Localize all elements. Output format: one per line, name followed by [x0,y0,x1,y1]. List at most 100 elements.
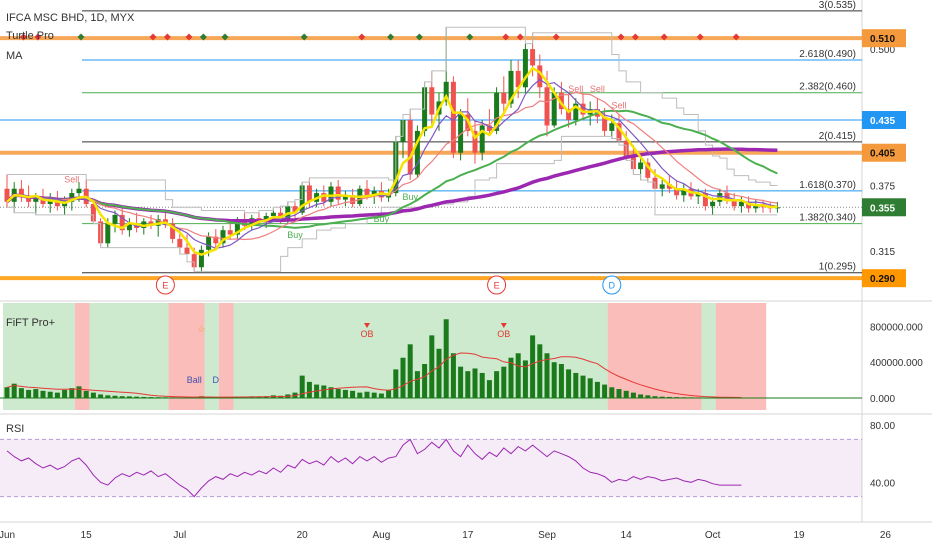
volume-bar [11,383,17,398]
price-tick-label: 0.500 [870,45,895,56]
turtle-diamond-marker [300,33,308,41]
candle-body [407,120,413,175]
turtle-diamond-marker [631,33,639,41]
volume-bar [494,371,500,398]
volume-bar [630,392,636,398]
volume-bar [328,387,334,398]
volume-zone [204,303,219,410]
volume-bar [112,395,118,398]
turtle-diamond-marker [732,33,740,41]
volume-bar [638,394,644,398]
candle-body [580,103,586,115]
candle-body [191,254,197,268]
volume-bar [659,396,665,398]
volume-zone [219,303,234,410]
candle-body [328,186,334,202]
candle-body [681,188,687,196]
ob-arrow [364,323,370,328]
candle-body [638,162,644,170]
volume-annotation: Ball [187,375,202,385]
candle-body [508,70,514,104]
candle-body [515,70,521,88]
volume-tick-label: 400000.000 [870,358,923,369]
turtle-diamond-marker [552,33,560,41]
time-tick-label: Jul [173,530,186,541]
turtle-diamond-marker [502,33,510,41]
turtle-diamond-marker [221,33,229,41]
candle-body [616,123,622,141]
candle-body [220,230,226,244]
time-tick-label: Oct [705,530,721,541]
candle-body [119,214,125,231]
volume-bar [342,389,348,398]
volume-bar [90,392,96,398]
rsi-pane [0,438,862,498]
star-icon: ☆ [197,324,205,334]
volume-bar [544,353,550,398]
volume-bar [414,371,420,398]
volume-bar [299,375,305,398]
candle-body [371,190,377,197]
fib-level-label: 1(0.295) [819,262,856,273]
candle-body [609,123,615,131]
volume-bar [472,368,478,398]
volume-zone [701,303,716,410]
candle-body [177,238,183,248]
fib-level-label: 1.382(0.340) [799,213,856,224]
volume-bar [393,369,399,398]
price-tag-label: 0.355 [870,203,895,214]
signal-label: Buy [374,214,390,224]
volume-bar [54,392,60,398]
indicator-ma: MA [6,50,23,62]
candle-body [544,87,550,126]
turtle-diamond-marker [149,33,157,41]
volume-bar [306,381,312,398]
time-tick-label: Sep [538,530,556,541]
candle-body [414,130,420,175]
volume-tick-label: 0.000 [870,394,895,405]
candle-body [26,196,32,202]
ma-medium-green [6,109,778,229]
volume-bar [645,395,651,398]
price-tag-label: 0.405 [870,149,895,160]
volume-pane-title: FiFT Pro+ [6,317,55,329]
indicator-turtle-pro: Turtle Pro [6,30,54,42]
turtle-diamond-marker [34,33,42,41]
ma-fast-yellow [6,66,778,257]
volume-annotation: OB [497,329,510,339]
volume-bar [666,396,672,398]
candle-body [450,81,456,153]
candle-body [126,223,132,231]
candle-body [364,188,370,197]
candle-body [738,201,744,207]
event-marker-label: D [609,281,616,291]
volume-bar [458,366,464,398]
volume-zone [89,303,169,410]
candle-body [227,230,233,235]
fib-levels: 3(0.535) 2.618(0.490) 2.382(0.460) 2(0.415)… [0,0,862,281]
event-marker [487,275,507,295]
volume-bar [508,357,514,398]
volume-bar [530,335,536,398]
volume-bar [486,380,492,398]
candle-body [350,195,356,204]
candle-body [4,188,10,202]
volume-bar [537,344,543,398]
volume-bar [407,344,413,398]
volume-zone [75,303,90,410]
volume-zone [168,303,205,410]
rsi-pane-title: RSI [6,423,24,435]
time-tick-label: 15 [81,530,93,541]
candle-body [335,186,341,200]
volume-bar [623,390,629,398]
candle-body [170,223,176,239]
price-tag-label: 0.510 [870,34,895,45]
time-tick-label: 17 [462,530,474,541]
ma-short-red [6,91,778,241]
candle-body [472,130,478,153]
volume-bar [436,348,442,398]
fib-level-label: 1.618(0.370) [799,180,856,191]
volume-bar [580,375,586,398]
price-tick-label: 0.315 [870,247,895,258]
